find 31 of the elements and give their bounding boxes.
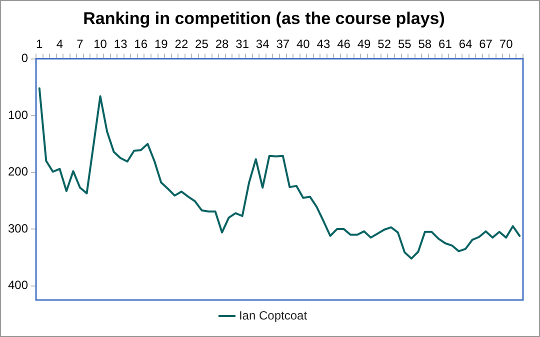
x-tick-label: 67 — [479, 36, 493, 51]
y-tick-label: 0 — [21, 51, 28, 66]
x-tick-label: 28 — [215, 36, 230, 51]
x-tick-label: 70 — [499, 36, 514, 51]
x-tick-label: 19 — [154, 36, 168, 51]
y-tick-label: 300 — [8, 221, 28, 236]
x-tick-label: 46 — [337, 36, 351, 51]
x-tick-label: 43 — [316, 36, 330, 51]
x-tick-label: 49 — [357, 36, 372, 51]
x-tick-label: 64 — [458, 36, 473, 51]
x-tick-label: 58 — [418, 36, 432, 51]
x-tick-label: 52 — [378, 36, 392, 51]
x-tick-label: 55 — [398, 36, 412, 51]
x-tick-label: 61 — [438, 36, 452, 51]
x-tick-label: 37 — [276, 36, 290, 51]
x-tick-label: 4 — [56, 36, 64, 51]
x-tick-label: 10 — [94, 36, 108, 51]
x-tick-label: 31 — [236, 36, 250, 51]
x-tick-label: 40 — [296, 36, 310, 51]
x-tick-label: 13 — [114, 36, 128, 51]
x-tick-label: 22 — [174, 36, 188, 51]
legend-label: Ian Coptcoat — [238, 308, 308, 322]
y-tick-label: 100 — [8, 108, 28, 122]
x-tick-label: 34 — [256, 36, 270, 51]
y-tick-label: 400 — [8, 278, 28, 292]
x-tick-label: 1 — [36, 36, 44, 51]
x-tick-label: 25 — [195, 36, 209, 51]
chart-title: Ranking in competition (as the course plays) — [83, 8, 445, 28]
x-tick-label: 7 — [76, 36, 84, 51]
y-tick-label: 200 — [8, 164, 28, 179]
x-tick-label: 16 — [134, 36, 148, 51]
